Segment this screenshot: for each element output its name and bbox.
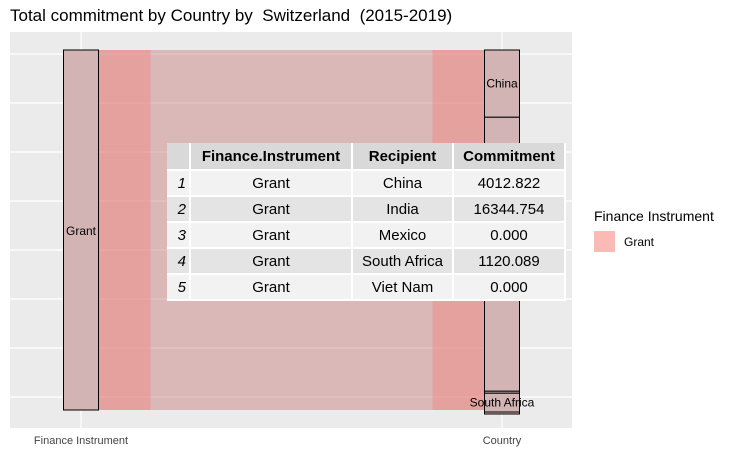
flow-fill-left	[98, 50, 151, 410]
legend-item: Grant	[594, 231, 714, 252]
axis-label-finance-instrument: Finance Instrument	[34, 435, 128, 447]
stratum-label-grant: Grant	[66, 224, 97, 238]
row-index: 1	[167, 171, 191, 197]
table-row: 4 Grant South Africa 1120.089	[167, 249, 566, 275]
axis-label-country: Country	[483, 435, 522, 447]
row-commitment: 0.000	[454, 223, 566, 249]
stratum-china	[484, 49, 520, 118]
table-row: 3 Grant Mexico 0.000	[167, 223, 566, 249]
row-recipient: China	[353, 171, 454, 197]
table-row: 2 Grant India 16344.754	[167, 197, 566, 223]
table-header-commitment: Commitment	[454, 143, 566, 171]
row-commitment: 0.000	[454, 275, 566, 301]
legend-label: Grant	[624, 234, 655, 249]
row-index: 2	[167, 197, 191, 223]
table-header-recipient: Recipient	[353, 143, 454, 171]
table-header-index	[167, 143, 191, 171]
table-row: 5 Grant Viet Nam 0.000	[167, 275, 566, 301]
chart-title: Total commitment by Country by Switzerla…	[10, 6, 453, 25]
row-recipient: India	[353, 197, 454, 223]
row-instrument: Grant	[191, 249, 353, 275]
stratum-grant	[63, 49, 99, 411]
table-header-row: Finance.Instrument Recipient Commitment	[167, 143, 566, 171]
row-commitment: 4012.822	[454, 171, 566, 197]
row-instrument: Grant	[191, 171, 353, 197]
row-index: 5	[167, 275, 191, 301]
row-commitment: 1120.089	[454, 249, 566, 275]
row-instrument: Grant	[191, 223, 353, 249]
row-instrument: Grant	[191, 197, 353, 223]
table-row: 1 Grant China 4012.822	[167, 171, 566, 197]
row-instrument: Grant	[191, 275, 353, 301]
stratum-viet-nam	[484, 411, 520, 415]
table-header-instrument: Finance.Instrument	[191, 143, 353, 171]
row-commitment: 16344.754	[454, 197, 566, 223]
commitment-table: Finance.Instrument Recipient Commitment …	[167, 143, 566, 301]
row-index: 3	[167, 223, 191, 249]
row-index: 4	[167, 249, 191, 275]
stratum-label-south-africa: South Africa	[470, 396, 535, 410]
legend: Finance Instrument Grant	[594, 208, 714, 252]
stratum-label-china: China	[486, 77, 518, 91]
row-recipient: South Africa	[353, 249, 454, 275]
legend-key-grant	[594, 231, 615, 252]
row-recipient: Viet Nam	[353, 275, 454, 301]
legend-title: Finance Instrument	[594, 208, 714, 224]
row-recipient: Mexico	[353, 223, 454, 249]
